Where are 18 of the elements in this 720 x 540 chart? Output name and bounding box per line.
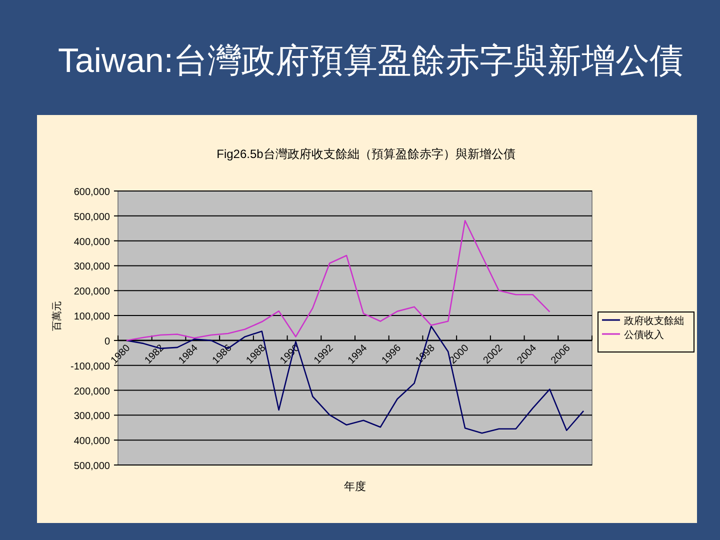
y-tick-label: 200,000 <box>74 286 110 298</box>
x-axis-title: 年度 <box>344 480 366 493</box>
y-tick-label: 400,000 <box>74 436 110 448</box>
legend-label: 公債收入 <box>624 329 664 341</box>
y-tick-label: 0 <box>104 336 110 348</box>
y-tick-label: 600,000 <box>74 187 110 198</box>
chart-title: Taiwan:台灣政府預算盈餘赤字與新增公債 <box>58 42 684 80</box>
y-tick-label: 500,000 <box>74 212 110 223</box>
y-tick-label: 400,000 <box>74 236 110 248</box>
legend-label: 政府收支餘絀 <box>624 315 684 327</box>
y-tick-label: 200,000 <box>74 386 110 398</box>
chart-subtitle: Fig26.5b台灣政府收支餘絀（預算盈餘赤字）與新增公債 <box>216 147 516 161</box>
y-tick-label: 500,000 <box>74 461 110 472</box>
y-axis-title: 百萬元 <box>51 301 63 331</box>
y-tick-label: 300,000 <box>74 411 110 422</box>
y-tick-label: -100,000 <box>70 361 110 372</box>
y-tick-label: 100,000 <box>74 312 110 323</box>
y-tick-label: 300,000 <box>74 262 110 273</box>
